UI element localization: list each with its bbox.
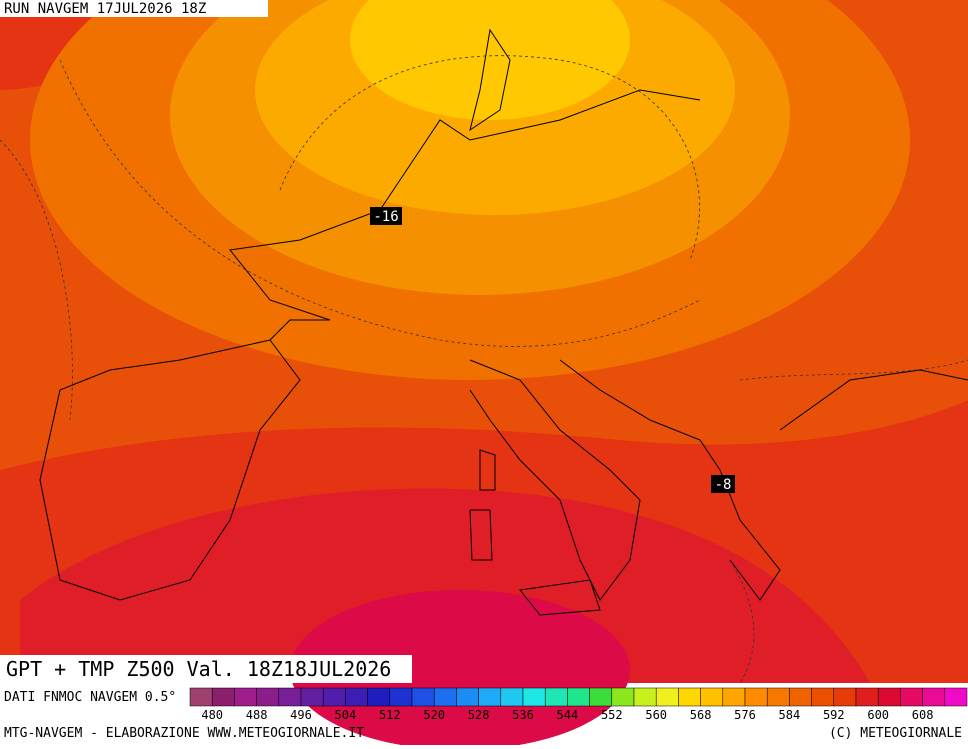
colorbar-swatch: [678, 687, 701, 707]
colorbar-label: 576: [734, 708, 756, 722]
colorbar-swatch: [544, 687, 568, 707]
header-box: [0, 0, 268, 17]
header: RUN NAVGEM 17JUL2026 18Z: [4, 1, 206, 17]
colorbar-label: 488: [246, 708, 268, 722]
colorbar-swatch: [944, 687, 968, 707]
colorbar-swatch: [389, 687, 413, 707]
title: GPT + TMP Z500 Val. 18Z18JUL2026: [6, 657, 391, 681]
map-label: -8: [715, 477, 732, 493]
colorbar-label: 552: [601, 708, 623, 722]
title-box: [0, 655, 412, 683]
colorbar-swatch: [300, 687, 324, 707]
colorbar-label: 560: [645, 708, 667, 722]
colorbar-swatch: [189, 687, 213, 707]
colorbar-swatch: [411, 687, 435, 707]
colorbar-label: 592: [823, 708, 845, 722]
colorbar-swatch: [322, 687, 346, 707]
colorbar-swatch: [789, 687, 812, 707]
colorbar-swatch: [877, 687, 901, 707]
colorbar-swatch: [367, 687, 391, 707]
colorbar-swatch: [345, 687, 368, 707]
footer-left: MTG-NAVGEM - ELABORAZIONE WWW.METEOGIORN…: [4, 726, 364, 741]
colorbar-swatch: [633, 687, 657, 707]
colorbar-swatch: [567, 687, 590, 707]
colorbar-swatch: [655, 687, 679, 707]
colorbar-label: 536: [512, 708, 534, 722]
colorbar-label: 528: [468, 708, 490, 722]
colorbar-swatch: [700, 687, 724, 707]
colorbar-swatch: [522, 687, 546, 707]
colorbar-swatch: [278, 687, 302, 707]
colorbar-label: 480: [201, 708, 223, 722]
colorbar-label: 512: [379, 708, 401, 722]
colorbar-swatch: [456, 687, 479, 707]
colorbar-label: 544: [557, 708, 579, 722]
colorbar-swatch: [811, 687, 835, 707]
colorbar-swatch: [500, 687, 524, 707]
map-label: -16: [373, 209, 398, 225]
colorbar-swatch: [833, 687, 857, 707]
colorbar-swatch: [478, 687, 502, 707]
colorbar-label: 608: [912, 708, 934, 722]
colorbar-swatch: [900, 687, 923, 707]
colorbar-label: 496: [290, 708, 312, 722]
colorbar-swatch: [744, 687, 768, 707]
colorbar-swatch: [722, 687, 746, 707]
colorbar-label: 584: [779, 708, 801, 722]
footer-right: (C) METEOGIORNALE: [829, 726, 962, 741]
colorbar-swatch: [256, 687, 280, 707]
colorbar-swatch: [855, 687, 879, 707]
colorbar-label: 504: [335, 708, 357, 722]
colorbar: 480 488 496 504 512 520 528 536 544 552 560 568 576 5…: [189, 687, 968, 722]
source: DATI FNMOC NAVGEM 0.5°: [4, 690, 176, 705]
colorbar-swatch: [234, 687, 257, 707]
colorbar-swatch: [611, 687, 635, 707]
colorbar-swatch: [766, 687, 790, 707]
colorbar-swatch: [433, 687, 457, 707]
colorbar-label: 520: [423, 708, 445, 722]
colorbar-swatch: [211, 687, 235, 707]
colorbar-swatch: [922, 687, 946, 707]
colorbar-label: 600: [867, 708, 889, 722]
colorbar-label: 568: [690, 708, 712, 722]
colorbar-swatch: [589, 687, 613, 707]
